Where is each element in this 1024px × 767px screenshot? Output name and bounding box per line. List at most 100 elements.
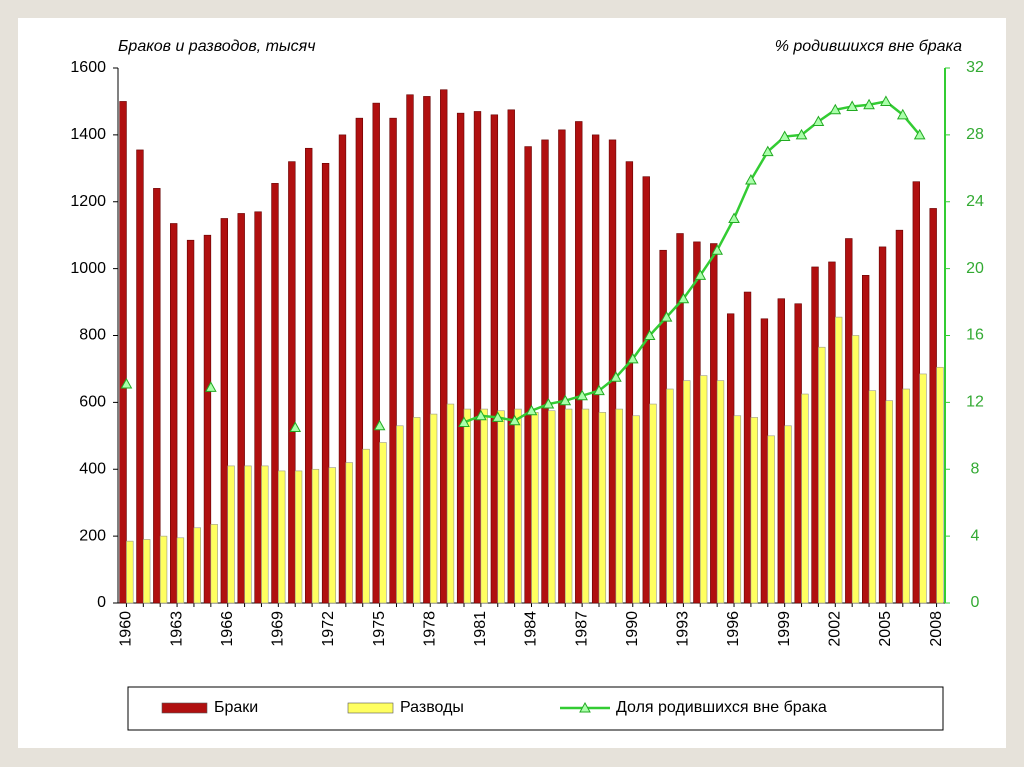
line-marker	[913, 128, 926, 140]
y2-tick-label: 8	[971, 460, 980, 477]
line-marker	[289, 421, 302, 432]
x-tick-label: 1996	[725, 611, 742, 647]
bar	[558, 129, 566, 604]
y2-tick-label: 0	[971, 594, 980, 611]
bar	[456, 112, 465, 604]
bar	[261, 465, 269, 604]
bar	[811, 266, 819, 604]
bar	[784, 425, 792, 604]
line-marker	[120, 377, 133, 389]
bar	[895, 229, 904, 604]
bar	[143, 539, 151, 604]
bar	[801, 393, 809, 604]
y2-tick-label: 12	[966, 394, 984, 411]
line-marker	[610, 371, 622, 382]
bar	[514, 408, 522, 604]
bar	[321, 162, 330, 604]
bar	[379, 442, 387, 604]
x-tick-label: 1987	[573, 611, 590, 647]
bar	[490, 114, 499, 604]
x-tick-label: 2005	[877, 611, 894, 647]
x-tick-label: 1999	[776, 611, 793, 647]
line-marker	[896, 108, 909, 120]
bar	[362, 448, 370, 604]
y2-axis-title: % родившихся вне брака	[775, 38, 962, 55]
line-marker	[576, 389, 588, 401]
y2-tick-label: 24	[966, 193, 984, 210]
y-tick-label: 600	[79, 394, 106, 411]
y-tick-label: 200	[79, 527, 106, 544]
legend-marker	[579, 701, 591, 713]
bar	[406, 94, 414, 604]
y2-tick-label: 4	[971, 527, 980, 544]
bar	[396, 425, 404, 604]
bar	[693, 241, 701, 604]
y-axis-title: Браков и разводов, тысяч	[118, 38, 316, 55]
bar	[227, 465, 235, 604]
bar	[176, 537, 185, 604]
bar	[902, 388, 910, 604]
bar	[170, 223, 178, 604]
bar	[294, 470, 303, 604]
bar	[861, 275, 870, 604]
legend-label: Браки	[214, 699, 258, 716]
bar	[710, 243, 718, 604]
line-marker	[761, 145, 774, 157]
bar	[159, 535, 168, 604]
bar	[119, 101, 127, 604]
bar	[878, 246, 887, 604]
x-tick-label: 2002	[827, 611, 844, 647]
bar	[598, 412, 607, 604]
line-marker	[728, 212, 740, 223]
line-marker	[458, 416, 470, 427]
bar	[868, 390, 877, 604]
y-tick-label: 1400	[70, 126, 106, 143]
x-tick-label: 1978	[421, 611, 438, 647]
bar	[750, 417, 758, 604]
x-tick-label: 1984	[523, 611, 540, 647]
x-tick-label: 2008	[928, 611, 945, 647]
y2-tick-label: 16	[966, 327, 984, 344]
bar	[244, 465, 252, 604]
bar	[497, 410, 505, 604]
bar	[305, 147, 313, 604]
bar	[531, 412, 539, 604]
line-marker	[593, 384, 605, 396]
bar	[480, 408, 488, 604]
bar	[278, 470, 286, 604]
bar	[828, 261, 836, 604]
bar	[446, 403, 455, 604]
x-tick-label: 1960	[118, 611, 135, 647]
line	[463, 100, 921, 424]
line-marker	[643, 329, 656, 340]
bar	[473, 111, 482, 604]
y-tick-label: 400	[79, 460, 106, 477]
bar	[794, 303, 802, 604]
line-marker	[626, 352, 639, 364]
legend	[127, 686, 944, 731]
bar	[311, 468, 320, 604]
bar	[885, 400, 893, 604]
y-tick-label: 0	[97, 594, 106, 611]
bar	[726, 313, 735, 604]
bar	[767, 435, 775, 604]
bar	[237, 213, 245, 604]
line-marker	[559, 394, 572, 406]
line-marker	[204, 381, 217, 392]
bar	[834, 316, 843, 604]
bar	[591, 134, 600, 604]
bar	[632, 415, 640, 604]
bar	[372, 102, 380, 604]
line-marker	[660, 311, 673, 322]
legend-swatch	[161, 702, 208, 714]
bar	[615, 408, 623, 604]
legend-label: Разводы	[400, 699, 464, 716]
bar	[548, 410, 556, 604]
y-tick-label: 1200	[70, 193, 106, 210]
bar	[524, 146, 532, 604]
bar	[936, 366, 944, 604]
line-marker	[711, 244, 724, 255]
y2-tick-label: 20	[966, 260, 984, 277]
bar	[666, 388, 674, 604]
